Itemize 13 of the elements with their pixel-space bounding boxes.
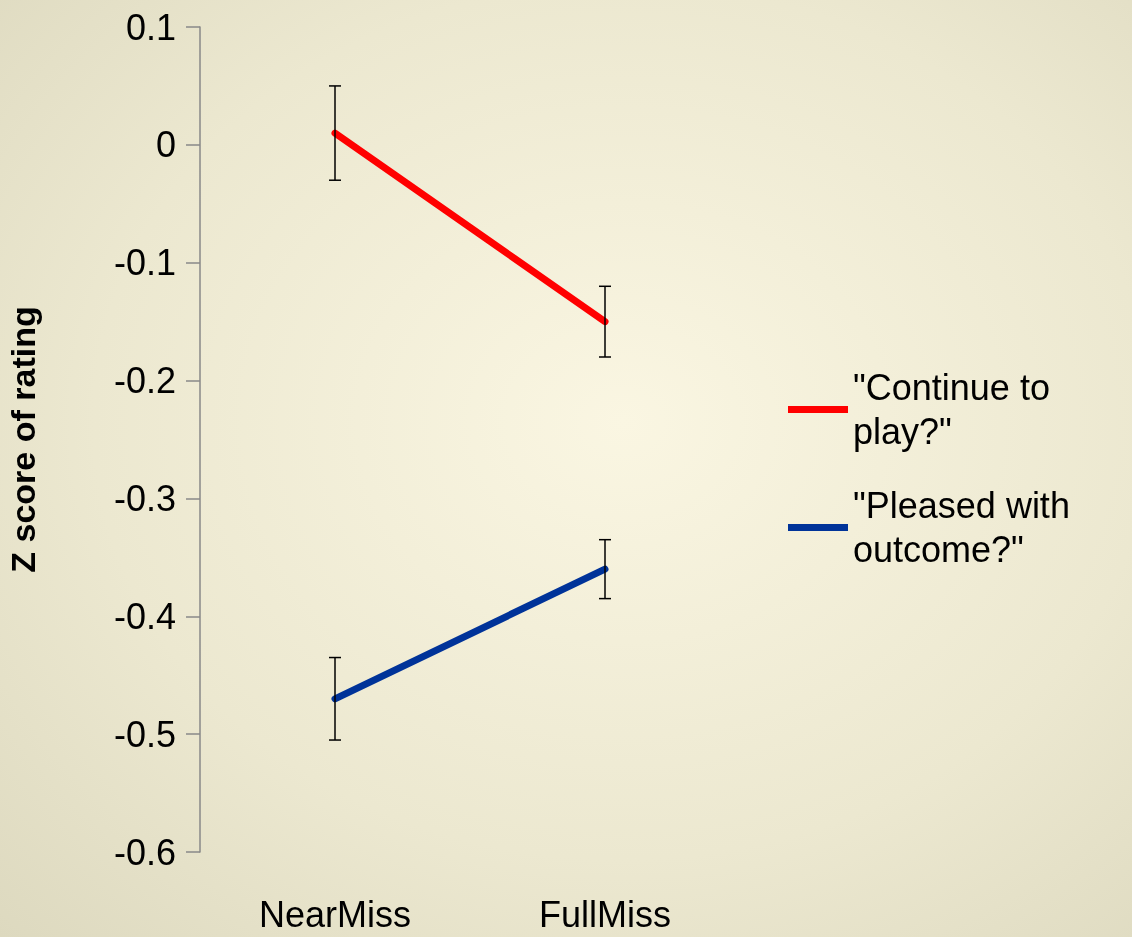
legend-label: "Continue to play?" bbox=[853, 367, 1060, 452]
y-tick-label: -0.1 bbox=[113, 242, 176, 284]
x-tick-label: FullMiss bbox=[539, 893, 671, 935]
y-tick-label: -0.4 bbox=[113, 595, 176, 637]
y-tick-label: -0.2 bbox=[113, 360, 176, 402]
y-tick-label: -0.6 bbox=[113, 831, 176, 873]
y-axis-title: Z score of rating bbox=[4, 306, 42, 573]
y-tick-label: 0 bbox=[155, 124, 176, 166]
y-tick-label: -0.3 bbox=[113, 477, 176, 519]
y-tick-label: -0.5 bbox=[113, 713, 176, 755]
y-tick-label: 0.1 bbox=[125, 6, 176, 48]
x-tick-label: NearMiss bbox=[258, 893, 412, 935]
legend-label: "Pleased with outcome?" bbox=[853, 485, 1080, 570]
